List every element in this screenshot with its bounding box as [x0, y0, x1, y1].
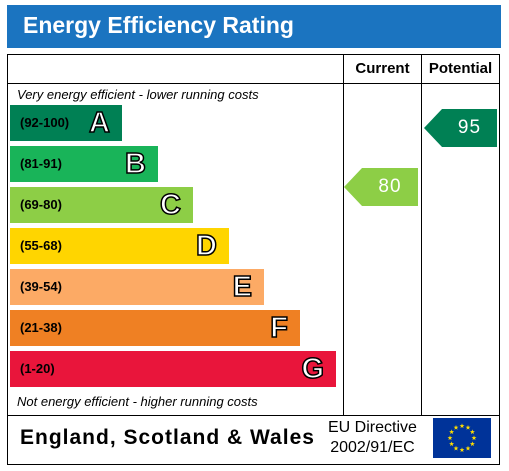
eu-star — [465, 425, 471, 430]
band-a: (92-100) A — [10, 105, 122, 141]
eu-star — [453, 425, 459, 430]
eu-star — [465, 445, 471, 451]
eu-flag-icon — [433, 418, 491, 458]
eu-star — [459, 447, 465, 453]
band-range: (21-38) — [20, 320, 62, 335]
band-g: (1-20) G — [10, 351, 336, 387]
band-letter: D — [195, 229, 217, 263]
eu-star — [459, 423, 465, 429]
directive-line-2: 2002/91/EC — [330, 439, 415, 456]
eu-star — [469, 441, 475, 447]
band-range: (39-54) — [20, 279, 62, 294]
top-caption: Very energy efficient - lower running co… — [17, 87, 259, 102]
band-c: (69-80) C — [10, 187, 193, 223]
potential-column-header: Potential — [428, 60, 493, 77]
eu-star — [453, 445, 459, 451]
band-e: (39-54) E — [10, 269, 264, 305]
footer: England, Scotland & Wales EU Directive 2… — [7, 414, 500, 465]
directive-line-1: EU Directive — [328, 419, 417, 436]
eu-star — [471, 435, 477, 441]
band-range: (55-68) — [20, 238, 62, 253]
band-letter: G — [301, 352, 325, 386]
current-rating-arrow: 80 — [344, 168, 418, 206]
band-letter: A — [88, 106, 110, 140]
band-letter: F — [270, 311, 289, 345]
band-b: (81-91) B — [10, 146, 158, 182]
title-bar: Energy Efficiency Rating — [7, 5, 501, 48]
bottom-caption: Not energy efficient - higher running co… — [17, 394, 258, 409]
current-rating-value: 80 — [378, 176, 402, 197]
eu-star — [449, 429, 455, 435]
eu-star — [447, 435, 453, 441]
potential-column-divider — [421, 55, 422, 415]
band-letter: B — [124, 147, 146, 181]
potential-rating-value: 95 — [457, 117, 482, 138]
eu-star — [469, 429, 475, 435]
band-range: (81-91) — [20, 156, 62, 171]
footer-directive: EU Directive 2002/91/EC — [328, 418, 417, 458]
header-divider — [8, 83, 499, 84]
eu-stars — [447, 423, 477, 453]
band-range: (92-100) — [20, 115, 70, 130]
band-d: (55-68) D — [10, 228, 229, 264]
band-f: (21-38) F — [10, 310, 300, 346]
current-column-divider — [343, 55, 344, 415]
footer-country: England, Scotland & Wales — [20, 426, 315, 449]
potential-rating-arrow: 95 — [424, 109, 497, 147]
eu-star — [449, 441, 455, 447]
band-range: (1-20) — [20, 361, 55, 376]
band-letter: E — [232, 270, 253, 304]
band-letter: C — [159, 188, 181, 222]
current-column-header: Current — [355, 60, 410, 77]
band-range: (69-80) — [20, 197, 62, 212]
page-title: Energy Efficiency Rating — [23, 12, 294, 38]
rating-chart: Current Potential Very energy efficient … — [7, 54, 500, 416]
potential-arrow-shape — [424, 109, 497, 147]
current-arrow-shape — [344, 168, 418, 206]
